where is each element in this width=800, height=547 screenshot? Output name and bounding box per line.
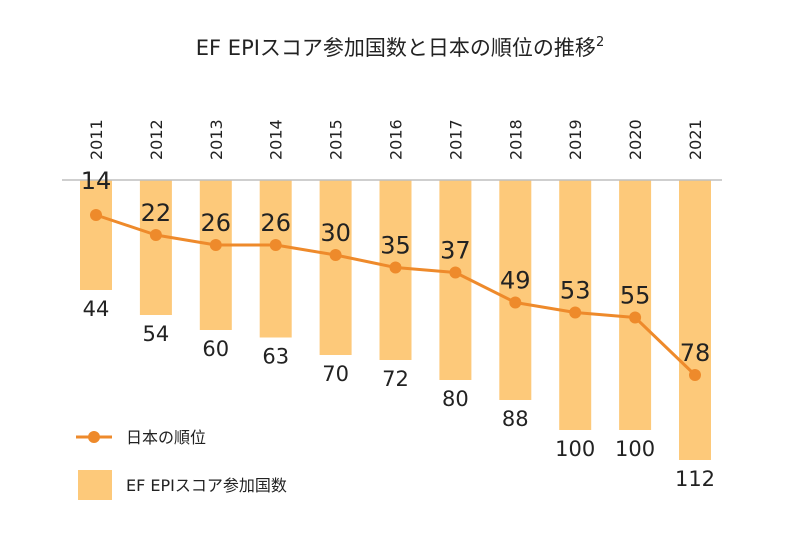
year-labels: 2011 2012 2013 2014 2015 2016 2017 2018 2019 2020…: [87, 119, 705, 160]
rank-point-2016: [389, 261, 402, 274]
rank-point-2019: [569, 306, 582, 319]
year-label-2021: 2021: [686, 119, 705, 160]
rank-label-2016: 35: [380, 232, 411, 260]
rank-label-2018: 49: [500, 267, 531, 295]
bar-value-label-2015: 70: [322, 362, 349, 386]
year-label-2016: 2016: [387, 119, 406, 160]
rank-point-2012: [149, 229, 162, 241]
year-label-2014: 2014: [267, 119, 286, 160]
bar-value-labels: 44 54 60 63 70 72 80 88 100 100 112: [83, 297, 715, 491]
bar-2015: [319, 180, 352, 355]
legend-label-rank: 日本の順位: [126, 428, 206, 447]
rank-label-2015: 30: [320, 219, 351, 247]
bar-value-label-2020: 100: [615, 437, 655, 461]
bar-value-label-2011: 44: [83, 297, 110, 321]
bar-value-label-2013: 60: [202, 337, 229, 361]
rank-point-2017: [449, 266, 462, 279]
year-label-2019: 2019: [566, 119, 585, 160]
rank-value-labels: 14 22 26 26 30 35 37 49 53 55 78: [81, 167, 711, 367]
bar-2018: [499, 180, 532, 400]
rank-label-2012: 22: [141, 199, 172, 227]
rank-label-2014: 26: [260, 209, 291, 237]
bar-value-label-2016: 72: [382, 367, 409, 391]
bar-value-label-2012: 54: [143, 322, 170, 346]
year-label-2011: 2011: [87, 119, 106, 160]
rank-point-2020: [629, 311, 642, 324]
rank-label-2017: 37: [440, 237, 471, 265]
year-label-2020: 2020: [626, 119, 645, 160]
rank-line-series: [90, 209, 701, 381]
rank-point-2021: [689, 369, 701, 381]
year-label-2017: 2017: [446, 119, 465, 160]
legend-line-marker: [88, 431, 100, 443]
year-label-2013: 2013: [207, 119, 226, 160]
year-label-2015: 2015: [327, 119, 346, 160]
bar-series: [80, 180, 711, 460]
legend: 日本の順位 EF EPIスコア参加国数: [76, 428, 287, 500]
year-label-2018: 2018: [506, 119, 525, 160]
bar-value-label-2014: 63: [262, 345, 289, 369]
rank-point-2015: [329, 249, 342, 261]
legend-bar-swatch: [78, 470, 112, 500]
bar-value-label-2021: 112: [675, 467, 715, 491]
rank-label-2011: 14: [81, 167, 112, 195]
rank-point-2013: [209, 239, 222, 251]
rank-label-2021: 78: [680, 339, 711, 367]
year-label-2012: 2012: [147, 119, 166, 160]
rank-label-2013: 26: [201, 209, 232, 237]
bar-2021: [679, 180, 711, 460]
chart-title-superscript: 2: [596, 35, 604, 50]
rank-point-2014: [269, 239, 282, 251]
bar-2013: [199, 180, 232, 330]
rank-point-2011: [90, 209, 102, 221]
bar-value-label-2019: 100: [555, 437, 595, 461]
rank-label-2020: 55: [620, 282, 651, 310]
bar-2017: [439, 180, 472, 380]
legend-label-count: EF EPIスコア参加国数: [126, 476, 287, 495]
rank-label-2019: 53: [560, 277, 591, 305]
bar-value-label-2017: 80: [442, 387, 469, 411]
chart-title-text: EF EPIスコア参加国数と日本の順位の推移: [196, 36, 596, 60]
bar-value-label-2018: 88: [502, 407, 529, 431]
bar-2011: [80, 180, 112, 290]
bar-2020: [619, 180, 652, 430]
rank-point-2018: [509, 296, 522, 309]
bar-2014: [259, 180, 292, 338]
bar-2012: [139, 180, 172, 315]
bar-2019: [559, 180, 592, 430]
chart-title: EF EPIスコア参加国数と日本の順位の推移2: [196, 35, 604, 60]
